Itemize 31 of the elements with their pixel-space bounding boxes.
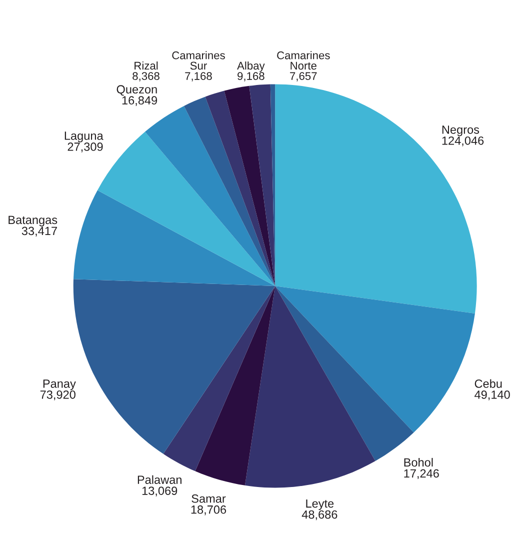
data-label: 18,706 xyxy=(191,505,226,516)
slice-label: Bohol xyxy=(404,458,433,467)
slice-label: Negros xyxy=(442,126,480,136)
slice-label: Palawan xyxy=(138,475,182,484)
data-label: 7,168 xyxy=(185,72,212,82)
slice-label: Rizal xyxy=(134,61,158,70)
data-label: 27,309 xyxy=(68,142,103,152)
data-label: 48,686 xyxy=(302,510,338,520)
pie-slice xyxy=(224,86,276,286)
data-label: 16,849 xyxy=(122,96,158,106)
slice-label: Camarines Sur xyxy=(172,51,225,70)
pie-slice xyxy=(275,286,475,433)
data-label: 9,168 xyxy=(238,72,264,82)
slice-label: Quezon xyxy=(116,85,157,96)
data-label: 13,069 xyxy=(142,486,178,496)
data-label: 7,657 xyxy=(290,72,317,82)
slice-label: Albay xyxy=(237,61,265,72)
slice-label: Panay xyxy=(43,380,76,390)
data-label: 73,920 xyxy=(40,390,76,400)
data-label: 17,246 xyxy=(404,469,439,480)
data-label: 49,140 xyxy=(474,390,510,400)
slice-label: Batangas xyxy=(8,216,58,226)
pie-slice xyxy=(195,286,276,486)
slice-label: Cebu xyxy=(474,379,502,388)
slice-label: Leyte xyxy=(306,499,334,510)
slice-label: Samar xyxy=(192,494,226,503)
data-label: 33,417 xyxy=(22,226,57,237)
slice-label: Camarines Norte xyxy=(277,51,330,70)
data-label: 8,368 xyxy=(132,72,160,82)
slice-label: Laguna xyxy=(64,132,104,142)
data-label: 124,046 xyxy=(442,136,484,146)
